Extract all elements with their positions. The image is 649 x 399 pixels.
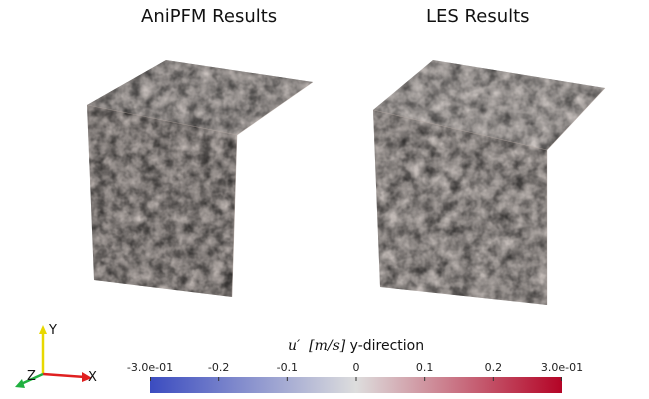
axis-y-label: Y xyxy=(48,323,57,338)
panel-title-anipfm: AniPFM Results xyxy=(141,6,278,27)
colorbar-tick-label: 0.2 xyxy=(484,361,503,374)
les-cube xyxy=(373,60,605,305)
axis-x-label: X xyxy=(88,370,97,385)
colorbar xyxy=(150,377,562,393)
cube-render-area xyxy=(86,60,606,305)
orientation-axes-icon: Y X Z xyxy=(15,323,97,388)
colorbar-title: u′ [m/s] y-direction xyxy=(288,338,424,354)
panel-title-les: LES Results xyxy=(426,6,530,27)
colorbar-component: y-direction xyxy=(349,338,425,354)
axis-z-label: Z xyxy=(27,369,36,384)
colorbar-tick-label: 0.1 xyxy=(415,361,434,374)
colorbar-tick-label: -3.0e-01 xyxy=(126,361,174,374)
colorbar-tick-label: -0.1 xyxy=(276,361,299,374)
colorbar-unit: [m/s] xyxy=(309,338,346,354)
colorbar-tick-label: 0 xyxy=(352,361,360,374)
colorbar-tick-label: 3.0e-01 xyxy=(540,361,584,374)
colorbar-tick-label: -0.2 xyxy=(207,361,230,374)
colorbar-variable: u′ xyxy=(288,338,301,354)
